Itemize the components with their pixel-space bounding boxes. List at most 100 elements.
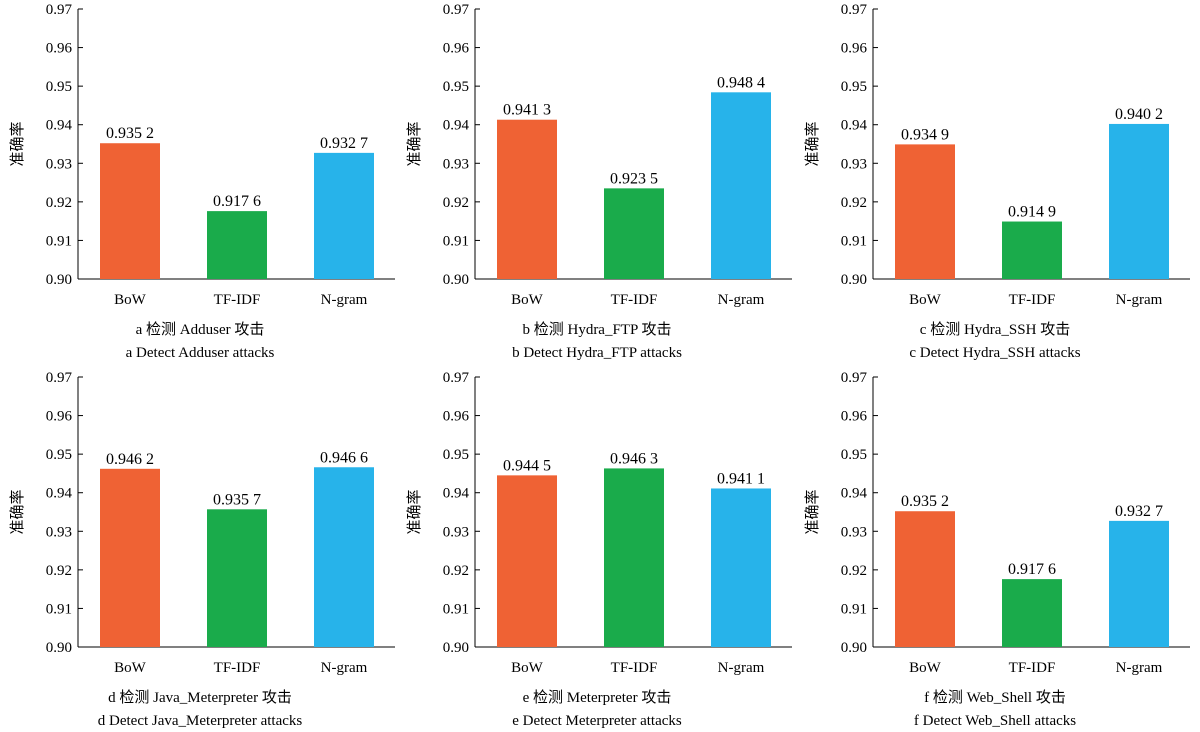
y-tick-label: 0.94 (841, 118, 868, 134)
y-tick-label: 0.93 (46, 524, 72, 540)
data-label: 0.932 7 (1115, 503, 1163, 520)
y-tick-label: 0.91 (841, 233, 867, 249)
y-tick-label: 0.96 (443, 409, 470, 425)
y-tick-label: 0.93 (443, 156, 469, 172)
y-axis-label: 准确率 (804, 489, 821, 534)
y-tick-label: 0.95 (443, 447, 469, 463)
data-label: 0.941 3 (503, 102, 551, 119)
y-tick-label: 0.91 (443, 601, 469, 617)
y-tick-label: 0.90 (46, 272, 72, 288)
bar-bow (895, 511, 955, 647)
y-tick-label: 0.92 (46, 563, 72, 579)
y-axis-label: 准确率 (804, 121, 821, 166)
bar-bow (100, 143, 160, 279)
chart-panel-d: 0.90 0.91 0.92 0.93 0.94 0.95 0.96 0.97 准确率 0.946… (0, 368, 400, 732)
data-label: 0.917 6 (213, 193, 261, 210)
y-tick-label: 0.97 (841, 2, 868, 18)
y-tick-label: 0.90 (443, 640, 469, 656)
y-tick-label: 0.91 (443, 233, 469, 249)
caption-en: a Detect Adduser attacks (125, 345, 275, 361)
bar-tf-idf (604, 468, 664, 647)
y-axis-label: 准确率 (9, 489, 26, 534)
y-tick-label: 0.91 (841, 601, 867, 617)
x-tick-label: N-gram (321, 660, 368, 676)
bar-tf-idf (604, 188, 664, 279)
y-tick-label: 0.93 (841, 524, 867, 540)
data-label: 0.946 3 (610, 450, 658, 467)
x-tick-label: TF-IDF (214, 292, 261, 308)
bar-bow (497, 119, 557, 279)
bar-tf-idf (1002, 221, 1062, 279)
x-tick-label: BoW (114, 292, 147, 308)
y-tick-label: 0.90 (841, 272, 867, 288)
bar-n-gram (1109, 123, 1169, 279)
bar-n-gram (711, 92, 771, 279)
x-tick-label: BoW (114, 660, 147, 676)
caption-en: e Detect Meterpreter attacks (512, 713, 682, 729)
bar-chart-a: 0.90 0.91 0.92 0.93 0.94 0.95 0.96 0.97 准确率 0.935… (9, 2, 395, 308)
y-axis-label: 准确率 (9, 121, 26, 166)
chart-panel-b: 0.90 0.91 0.92 0.93 0.94 0.95 0.96 0.97 准确率 0.941… (397, 0, 797, 364)
bar-chart-e: 0.90 0.91 0.92 0.93 0.94 0.95 0.96 0.97 准确率 0.944… (406, 370, 792, 676)
y-tick-label: 0.91 (46, 601, 72, 617)
x-tick-label: TF-IDF (611, 660, 658, 676)
y-tick-label: 0.93 (841, 156, 867, 172)
y-tick-label: 0.92 (443, 195, 469, 211)
data-label: 0.946 6 (320, 449, 368, 466)
y-tick-label: 0.96 (841, 41, 868, 57)
bar-chart-c: 0.90 0.91 0.92 0.93 0.94 0.95 0.96 0.97 准确率 0.934… (804, 2, 1190, 308)
bar-chart-b: 0.90 0.91 0.92 0.93 0.94 0.95 0.96 0.97 准确率 0.941… (406, 2, 792, 308)
y-tick-label: 0.94 (841, 486, 868, 502)
y-tick-label: 0.92 (841, 563, 867, 579)
chart-panel-e: 0.90 0.91 0.92 0.93 0.94 0.95 0.96 0.97 准确率 0.944… (397, 368, 797, 732)
caption-cn: c 检测 Hydra_SSH 攻击 (919, 322, 1071, 338)
y-tick-label: 0.95 (841, 447, 867, 463)
data-label: 0.940 2 (1115, 106, 1163, 123)
x-tick-label: TF-IDF (611, 292, 658, 308)
y-tick-label: 0.97 (443, 2, 470, 18)
bar-tf-idf (207, 509, 267, 647)
y-tick-label: 0.92 (46, 195, 72, 211)
y-tick-label: 0.96 (841, 409, 868, 425)
caption-cn: b 检测 Hydra_FTP 攻击 (522, 322, 672, 338)
y-axis-label: 准确率 (406, 489, 423, 534)
data-label: 0.946 2 (106, 451, 154, 468)
caption-cn: e 检测 Meterpreter 攻击 (522, 690, 672, 706)
x-tick-label: N-gram (1116, 292, 1163, 308)
y-tick-label: 0.96 (46, 409, 73, 425)
y-tick-label: 0.94 (443, 118, 470, 134)
bar-chart-d: 0.90 0.91 0.92 0.93 0.94 0.95 0.96 0.97 准确率 0.946… (9, 370, 395, 676)
caption-en: b Detect Hydra_FTP attacks (512, 345, 682, 361)
data-label: 0.914 9 (1008, 204, 1056, 221)
x-tick-label: BoW (511, 292, 544, 308)
chart-panel-f: 0.90 0.91 0.92 0.93 0.94 0.95 0.96 0.97 准确率 0.935… (795, 368, 1195, 732)
y-tick-label: 0.90 (841, 640, 867, 656)
bar-tf-idf (207, 211, 267, 279)
y-tick-label: 0.94 (46, 486, 73, 502)
y-tick-label: 0.90 (443, 272, 469, 288)
data-label: 0.917 6 (1008, 561, 1056, 578)
x-tick-label: BoW (909, 292, 942, 308)
x-tick-label: TF-IDF (214, 660, 261, 676)
data-label: 0.948 4 (717, 74, 765, 91)
y-tick-label: 0.96 (443, 41, 470, 57)
x-tick-label: BoW (909, 660, 942, 676)
x-tick-label: N-gram (718, 292, 765, 308)
data-label: 0.935 2 (901, 493, 949, 510)
y-tick-label: 0.93 (46, 156, 72, 172)
chart-panel-a: 0.90 0.91 0.92 0.93 0.94 0.95 0.96 0.97 准确率 0.935… (0, 0, 400, 364)
bar-bow (100, 468, 160, 647)
x-tick-label: N-gram (1116, 660, 1163, 676)
caption-cn: d 检测 Java_Meterpreter 攻击 (108, 690, 292, 706)
chart-panel-c: 0.90 0.91 0.92 0.93 0.94 0.95 0.96 0.97 准确率 0.934… (795, 0, 1195, 364)
y-tick-label: 0.97 (443, 370, 470, 386)
x-tick-label: TF-IDF (1009, 660, 1056, 676)
y-tick-label: 0.97 (46, 370, 73, 386)
y-tick-label: 0.94 (46, 118, 73, 134)
y-tick-label: 0.92 (841, 195, 867, 211)
bar-n-gram (711, 488, 771, 647)
y-tick-label: 0.95 (46, 447, 72, 463)
caption-cn: a 检测 Adduser 攻击 (135, 322, 265, 338)
x-tick-label: N-gram (718, 660, 765, 676)
